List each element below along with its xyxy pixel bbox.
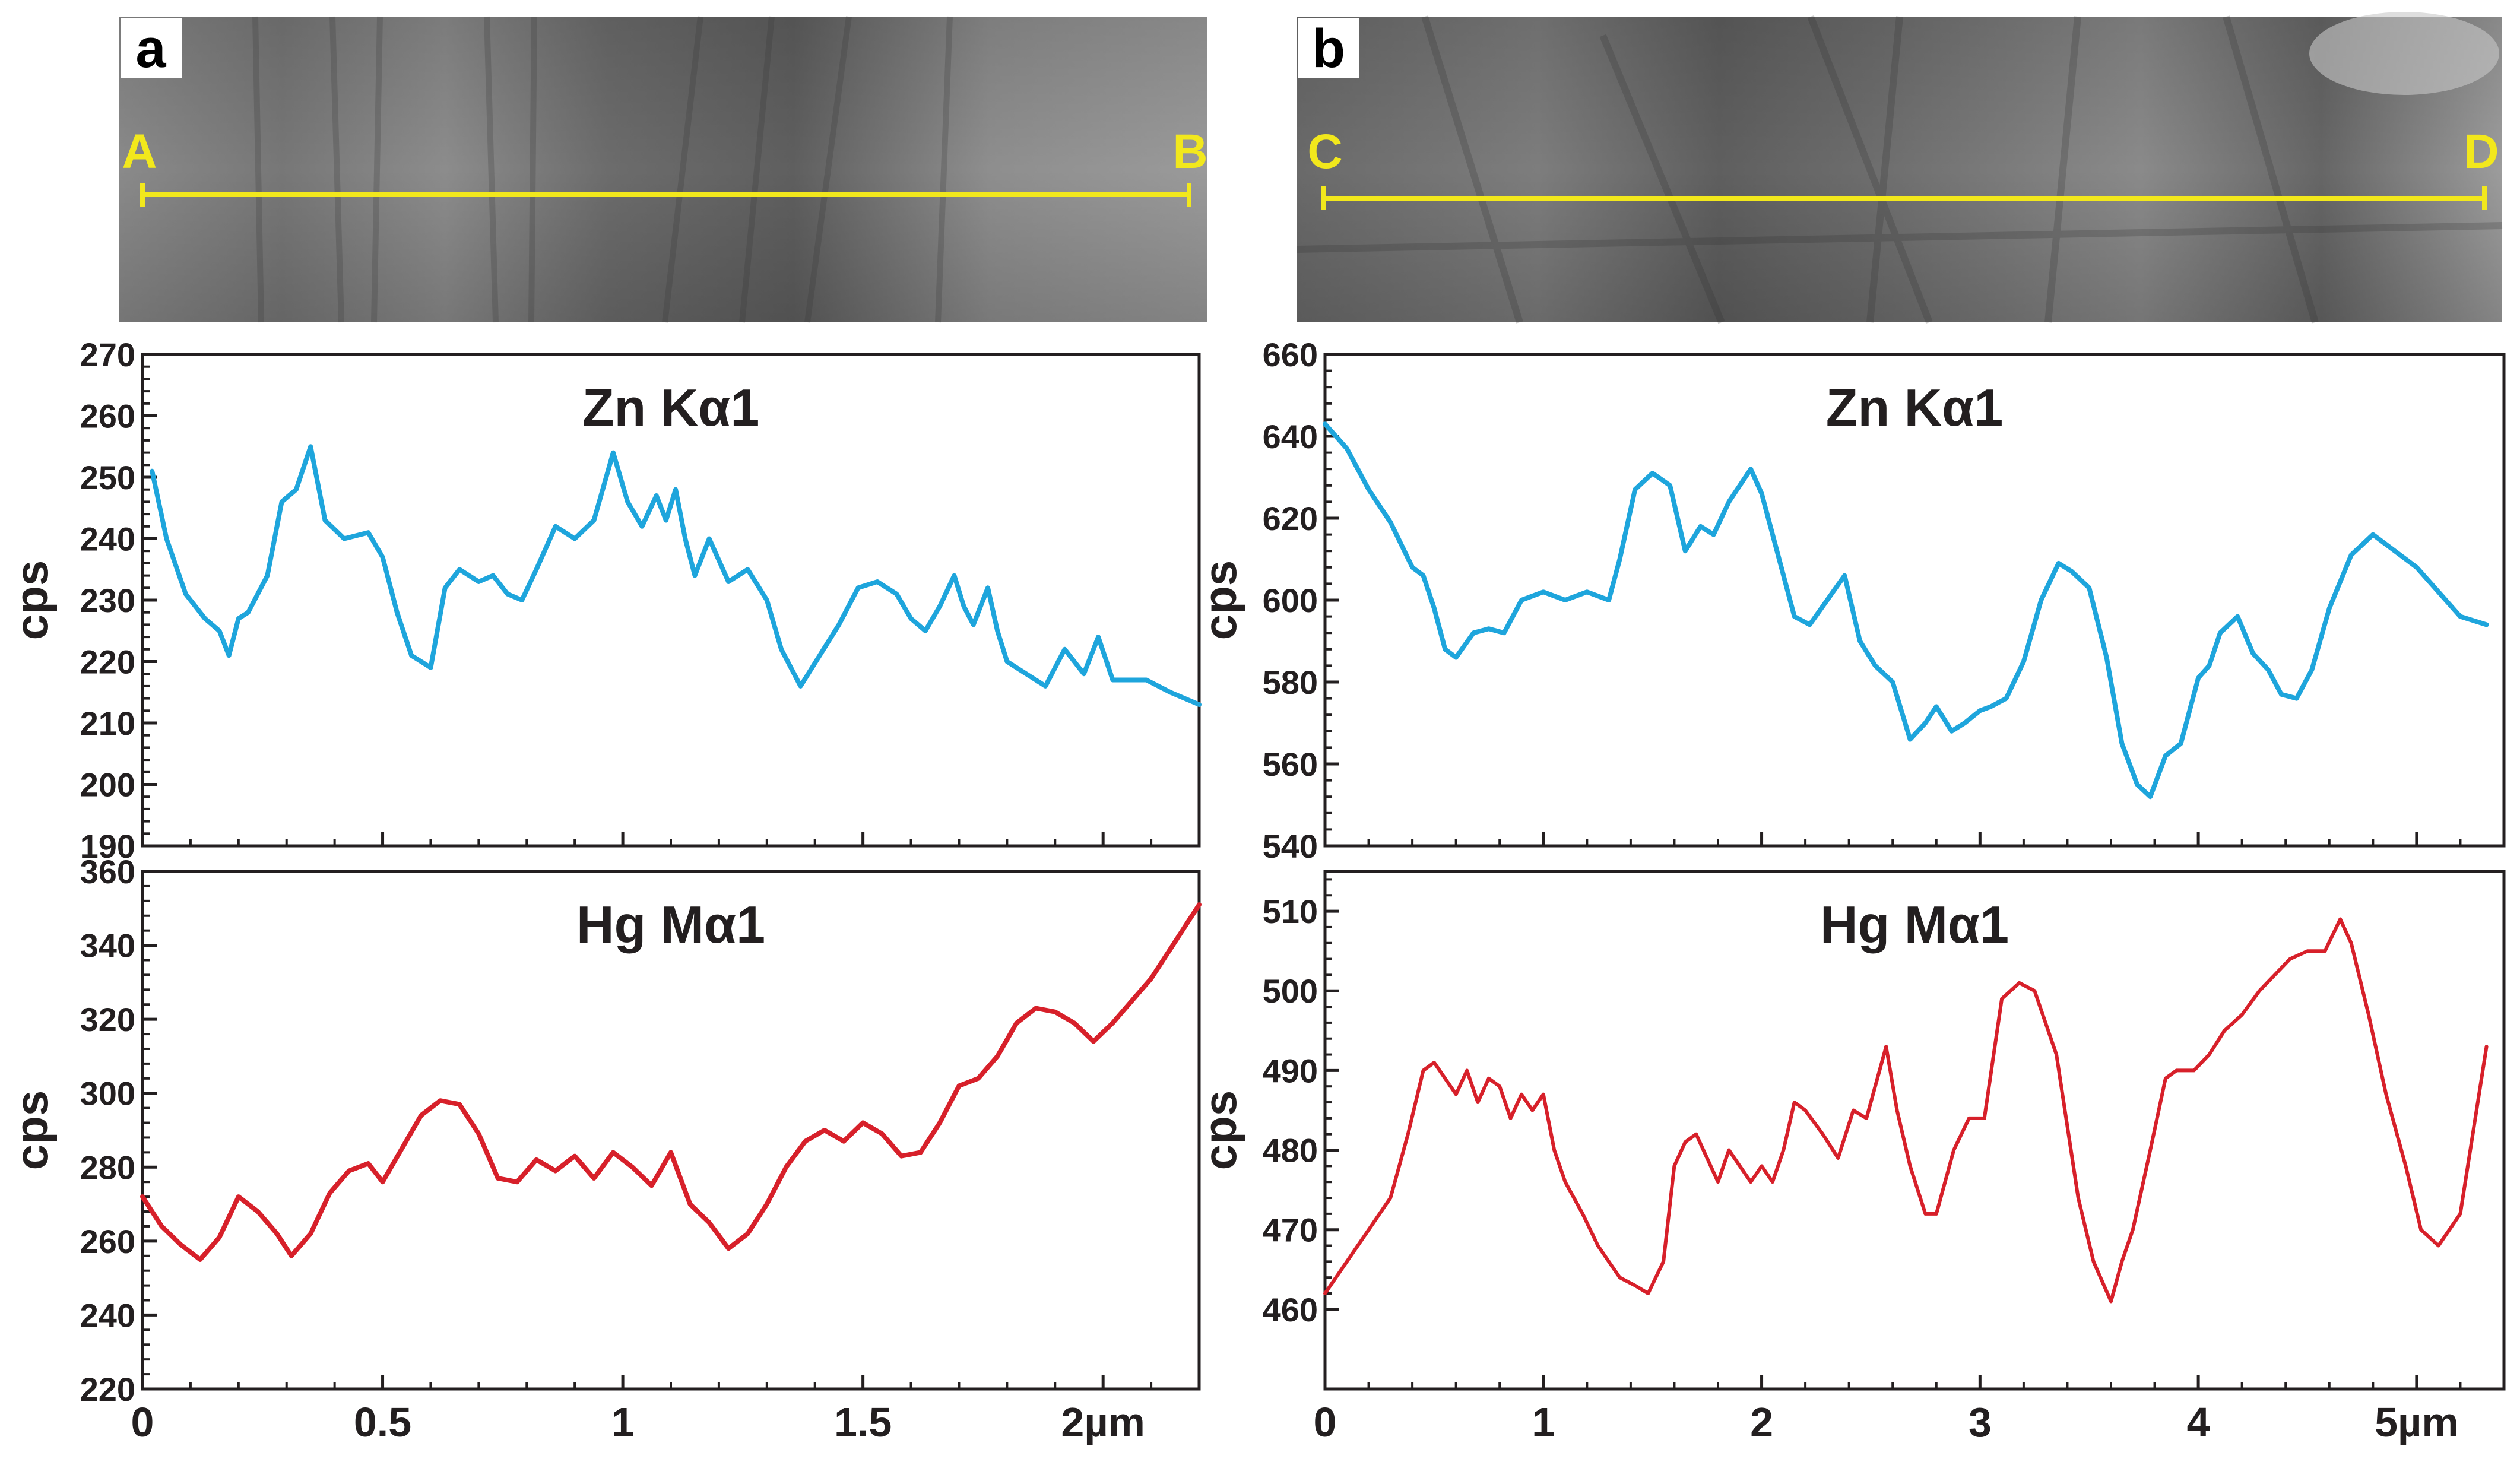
tem-image-b bbox=[1297, 12, 2503, 324]
chart-1-x-tick-label: 1.5 bbox=[834, 1399, 892, 1445]
chart-3-y-tick-label: 510 bbox=[1263, 893, 1318, 930]
chart-2-y-tick-label: 640 bbox=[1263, 418, 1318, 455]
chart-2-y-tick-label: 560 bbox=[1263, 746, 1318, 783]
chart-0-y-tick-label: 270 bbox=[80, 336, 135, 373]
chart-0-y-tick-label: 230 bbox=[80, 582, 135, 619]
chart-1-y-axis-title: cps bbox=[5, 1090, 58, 1170]
chart-3-x-tick-label: 3 bbox=[1969, 1399, 1992, 1445]
chart-2-title: Zn Kα1 bbox=[1826, 378, 2004, 437]
chart-0-y-tick-label: 260 bbox=[80, 398, 135, 435]
chart-1-x-tick-label: 0 bbox=[131, 1399, 154, 1445]
chart-0-series-line-0 bbox=[150, 444, 1202, 707]
panel-letter-a: a bbox=[135, 18, 166, 79]
chart-0-y-tick-label: 200 bbox=[80, 766, 135, 804]
chart-1-x-tick-label: 0.5 bbox=[354, 1399, 411, 1445]
chart-2-y-axis-title: cps bbox=[1194, 560, 1246, 640]
chart-0-title: Zn Kα1 bbox=[582, 378, 760, 437]
chart-0-y-axis-title: cps bbox=[5, 560, 58, 640]
chart-1-y-tick-label: 260 bbox=[80, 1223, 135, 1260]
chart-0-y-tick-label: 220 bbox=[80, 643, 135, 681]
chart-3-x-tick-label: 4 bbox=[2187, 1399, 2210, 1445]
chart-1-y-tick-label: 280 bbox=[80, 1149, 135, 1186]
tem-texture-b bbox=[1297, 15, 2503, 324]
chart-2-y-tick-label: 600 bbox=[1263, 582, 1318, 619]
panel-letter-b: b bbox=[1312, 18, 1345, 79]
chart-2-y-tick-label: 580 bbox=[1263, 664, 1318, 701]
chart-1-y-tick-label: 320 bbox=[80, 1001, 135, 1038]
chart-3-y-tick-label: 480 bbox=[1263, 1132, 1318, 1169]
chart-b-hg: 460 470 480 490 500 510 0 1 2 3 4 5µm cps Hg Mα1 bbox=[1194, 870, 2506, 1445]
scan-start-label-a: A bbox=[122, 125, 157, 179]
chart-1-y-tick-label: 360 bbox=[80, 853, 135, 890]
scan-start-label-c: C bbox=[1307, 125, 1342, 179]
chart-2-y-tick-label: 540 bbox=[1263, 827, 1318, 865]
chart-1-series-line-0 bbox=[140, 902, 1202, 1262]
chart-3-x-tick-label: 0 bbox=[1314, 1399, 1337, 1445]
chart-2-y-tick-label: 620 bbox=[1263, 500, 1318, 537]
chart-1-y-tick-label: 340 bbox=[80, 927, 135, 965]
chart-a-hg: 220 240 260 280 300 320 340 360 0 0.5 1 1.5 2µm cps Hg… bbox=[5, 853, 1202, 1445]
chart-3-title: Hg Mα1 bbox=[1820, 895, 2009, 954]
chart-3-x-tick-label: 2 bbox=[1750, 1399, 1773, 1445]
chart-1-y-tick-label: 300 bbox=[80, 1075, 135, 1112]
chart-1-y-tick-label: 240 bbox=[80, 1296, 135, 1334]
panel-label-box-b bbox=[1298, 18, 1359, 78]
chart-3-y-tick-label: 470 bbox=[1263, 1212, 1318, 1249]
chart-0-y-tick-label: 210 bbox=[80, 705, 135, 742]
chart-3-y-tick-label: 490 bbox=[1263, 1052, 1318, 1089]
chart-0-y-tick-label: 250 bbox=[80, 459, 135, 496]
tem-texture-a bbox=[252, 16, 953, 323]
chart-a-zn: 190 200 210 220 230 240 250 260 270 cps Zn Kα1 bbox=[5, 336, 1202, 865]
scan-end-label-b: B bbox=[1172, 125, 1207, 179]
chart-3-y-axis-title: cps bbox=[1194, 1090, 1246, 1170]
chart-b-zn: 540 560 580 600 620 640 660 cps Zn Kα1 bbox=[1194, 336, 2506, 865]
chart-2-y-tick-label: 660 bbox=[1263, 336, 1318, 373]
chart-3-x-tick-label: 5µm bbox=[2375, 1399, 2459, 1445]
chart-3-series-line-0 bbox=[1323, 917, 2489, 1304]
chart-1-x-tick-label: 1 bbox=[611, 1399, 635, 1445]
chart-1-x-tick-label: 2µm bbox=[1061, 1399, 1145, 1445]
tem-image-a bbox=[119, 16, 1207, 323]
chart-3-y-tick-label: 500 bbox=[1263, 972, 1318, 1010]
chart-2-series-line-0 bbox=[1323, 421, 2489, 800]
chart-3-plot-frame bbox=[1323, 870, 2506, 1391]
chart-0-y-tick-label: 190 bbox=[80, 827, 135, 865]
chart-3-y-tick-label: 460 bbox=[1263, 1291, 1318, 1328]
chart-1-y-tick-label: 220 bbox=[80, 1371, 135, 1408]
chart-1-title: Hg Mα1 bbox=[576, 895, 765, 954]
chart-3-x-tick-label: 1 bbox=[1532, 1399, 1555, 1445]
panel-label-box-a bbox=[121, 18, 182, 78]
scan-end-label-d: D bbox=[2464, 125, 2499, 179]
chart-0-y-tick-label: 240 bbox=[80, 521, 135, 558]
